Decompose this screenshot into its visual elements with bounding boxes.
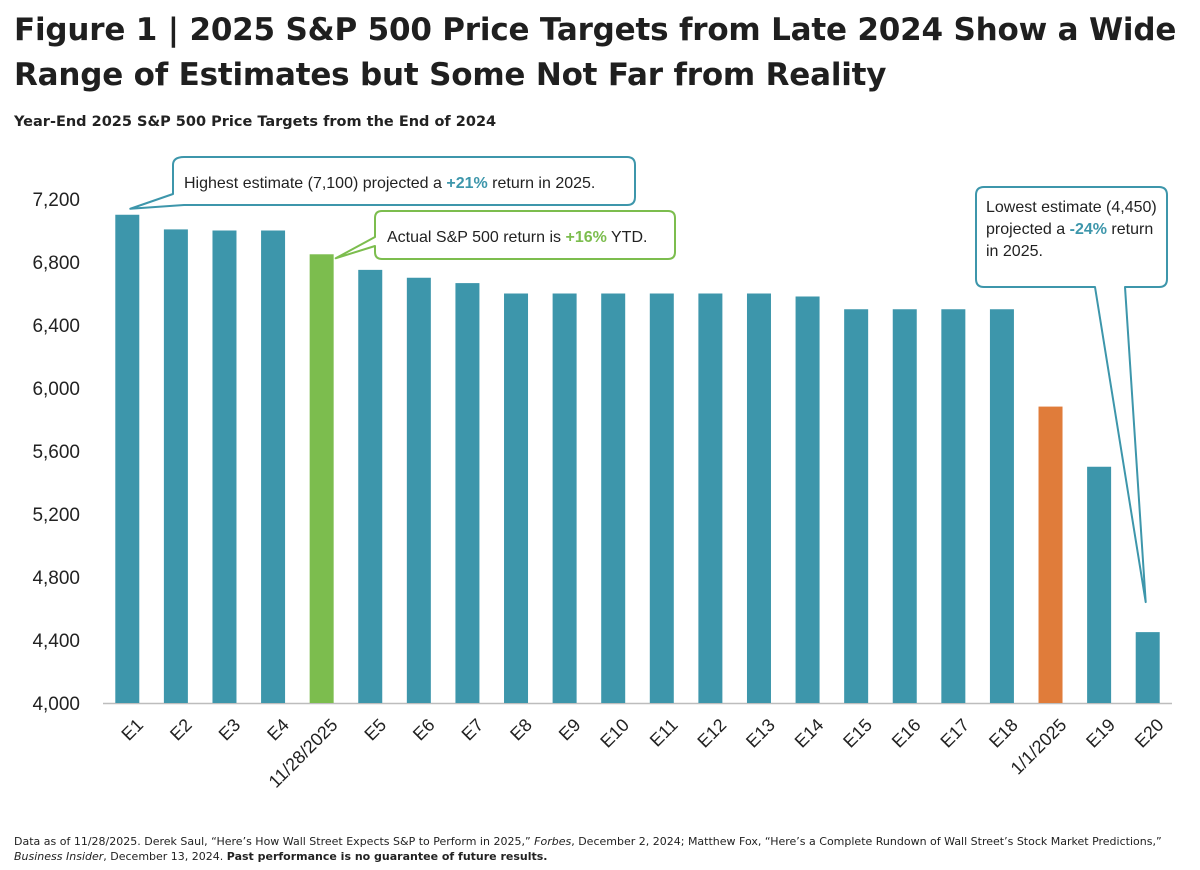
bar-E15 [844, 309, 869, 703]
bar-E18 [989, 309, 1014, 703]
x-tick-label: E18 [985, 715, 1022, 752]
bar-E6 [406, 277, 431, 703]
y-tick-label: 4,400 [32, 631, 80, 652]
callout-text-span: projected a [986, 221, 1070, 238]
figure-title-line-2: Range of Estimates but Some Not Far from… [14, 57, 887, 93]
bar-E2 [163, 229, 188, 703]
callout-lowest-text: Lowest estimate (4,450) [986, 199, 1157, 216]
callout-text-span: in 2025. [986, 243, 1043, 260]
bar-11-28-2025 [309, 254, 334, 703]
x-tick-label: E4 [263, 715, 293, 745]
callout-lowest-box [975, 186, 1168, 604]
callout-accent-value: -24% [1070, 221, 1107, 238]
x-tick-label: E12 [693, 715, 730, 752]
callout-text-span: YTD. [607, 229, 648, 246]
bar-E16 [892, 309, 917, 703]
callout-text-span: return [1107, 221, 1153, 238]
x-tick-label: E10 [596, 715, 633, 752]
x-tick-label: E6 [409, 715, 439, 745]
x-tick-label: E11 [646, 715, 682, 751]
y-tick-label: 4,000 [32, 694, 80, 715]
footnote-disclaimer: Past performance is no guarantee of futu… [226, 850, 548, 863]
bar-E19 [1087, 466, 1112, 703]
bar-E11 [649, 293, 674, 703]
y-tick-label: 6,000 [32, 379, 80, 400]
callout-text-span: Highest estimate (7,100) projected a [184, 175, 446, 192]
x-tick-label: E19 [1082, 715, 1119, 752]
x-tick-label: E20 [1131, 715, 1168, 752]
footnote-forbes: Forbes [534, 835, 572, 848]
y-tick-label: 5,200 [32, 505, 80, 526]
callout-accent-value: +21% [446, 175, 487, 192]
bar-E7 [455, 283, 480, 703]
figure-title: Figure 1 | 2025 S&P 500 Price Targets fr… [14, 8, 1184, 98]
footnote-text-2: , December 2, 2024; Matthew Fox, “Here’s… [571, 835, 1162, 848]
bar-E5 [358, 269, 383, 703]
bar-E9 [552, 293, 577, 703]
callout-text-span: return in 2025. [488, 175, 596, 192]
bar-1-1-2025 [1038, 406, 1063, 703]
x-tick-label: E7 [458, 715, 488, 745]
callout-accent-value: +16% [565, 229, 606, 246]
chart-subtitle: Year-End 2025 S&P 500 Price Targets from… [14, 114, 497, 130]
footnote-business-insider: Business Insider [14, 850, 104, 863]
bar-E10 [601, 293, 626, 703]
callout-actual-box [334, 210, 676, 260]
bar-E3 [212, 230, 237, 703]
x-tick-label: E16 [888, 715, 925, 752]
source-footnote: Data as of 11/28/2025. Derek Saul, “Here… [14, 834, 1189, 864]
x-tick-label: E8 [506, 715, 536, 745]
callout-lowest-text: projected a -24% return [986, 221, 1153, 238]
footnote-text-1: Data as of 11/28/2025. Derek Saul, “Here… [14, 835, 535, 848]
bar-E17 [941, 309, 966, 703]
callout-text-span: Lowest estimate (4,450) [986, 199, 1157, 216]
bar-E1 [115, 214, 140, 703]
x-tick-label: E14 [791, 715, 828, 752]
bar-E4 [261, 230, 286, 703]
x-tick-label: E2 [166, 715, 196, 745]
y-tick-label: 5,600 [32, 442, 80, 463]
x-tick-label: E5 [360, 715, 390, 745]
x-tick-label: E9 [555, 715, 585, 745]
callout-actual-text: Actual S&P 500 return is +16% YTD. [387, 229, 647, 246]
callout-highest-text: Highest estimate (7,100) projected a +21… [184, 175, 595, 192]
x-tick-label: E1 [117, 715, 147, 745]
y-tick-label: 6,800 [32, 253, 80, 274]
bar-E13 [746, 293, 771, 703]
bar-chart: 4,000 4,400 4,800 5,200 5,600 6,000 6,400 6,800… [32, 156, 1172, 792]
x-tick-label: E15 [839, 715, 876, 752]
figure-title-line-1: Figure 1 | 2025 S&P 500 Price Targets fr… [14, 12, 1177, 48]
bar-E20 [1135, 632, 1160, 703]
y-tick-label: 6,400 [32, 316, 80, 337]
bar-E12 [698, 293, 723, 703]
bar-E14 [795, 296, 820, 703]
y-tick-label: 4,800 [32, 568, 80, 589]
callout-lowest-text: in 2025. [986, 243, 1043, 260]
y-tick-label: 7,200 [32, 190, 80, 211]
x-tick-label: E13 [742, 715, 779, 752]
footnote-text-3: , December 13, 2024. [103, 850, 227, 863]
bar-E8 [504, 293, 529, 703]
x-tick-label: E3 [215, 715, 245, 745]
callout-text-span: Actual S&P 500 return is [387, 229, 565, 246]
callout-highest-box [129, 156, 636, 210]
x-tick-label: E17 [936, 715, 973, 752]
